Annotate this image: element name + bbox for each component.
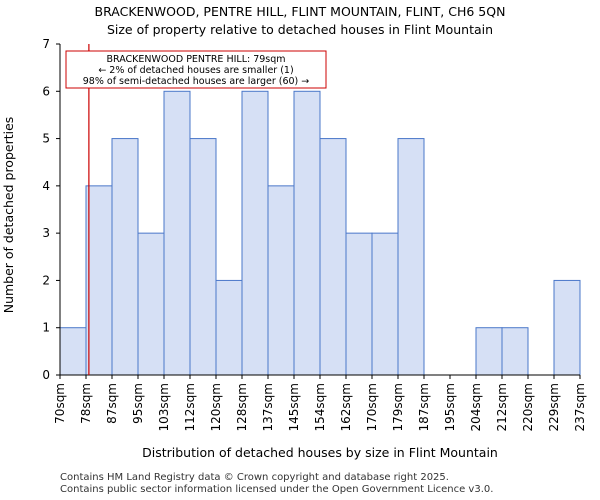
x-tick-label: 70sqm (53, 383, 67, 424)
y-tick-label: 7 (42, 37, 50, 51)
x-tick-label: 170sqm (365, 383, 379, 431)
bar-78sqm (85, 185, 113, 376)
bar-229sqm (553, 279, 581, 376)
x-tick-label: 195sqm (443, 383, 457, 431)
x-tick-label: 95sqm (131, 383, 145, 424)
bar-70sqm (59, 327, 87, 376)
bar-120sqm (215, 279, 243, 376)
y-tick-label: 6 (42, 84, 50, 98)
y-tick-label: 3 (42, 226, 50, 240)
annotation-line-2: ← 2% of detached houses are smaller (1) (98, 65, 293, 76)
x-tick-label: 229sqm (547, 383, 561, 431)
footer-line-2: Contains public sector information licen… (60, 484, 494, 495)
bars-group (59, 90, 581, 376)
annotation-line-3: 98% of semi-detached houses are larger (… (83, 76, 310, 87)
bar-112sqm (189, 138, 217, 376)
bar-179sqm (397, 138, 425, 376)
x-tick-label: 103sqm (157, 383, 171, 431)
x-tick-labels: 70sqm 78sqm 87sqm 95sqm 103sqm 112sqm 120sqm 12… (53, 375, 587, 431)
x-tick-label: 220sqm (521, 383, 535, 431)
annotation-line-1: BRACKENWOOD PENTRE HILL: 79sqm (106, 54, 285, 65)
chart-subtitle: Size of property relative to detached ho… (106, 22, 494, 37)
annotation-group: BRACKENWOOD PENTRE HILL: 79sqm← 2% of de… (65, 50, 327, 89)
x-tick-label: 145sqm (287, 383, 301, 431)
y-tick-label: 2 (42, 273, 50, 287)
y-tick-label: 5 (42, 132, 50, 146)
bar-212sqm (501, 327, 529, 376)
x-axis-label: Distribution of detached houses by size … (142, 445, 498, 460)
x-tick-label: 187sqm (417, 383, 431, 431)
x-tick-label: 179sqm (391, 383, 405, 431)
bar-204sqm (475, 327, 503, 376)
x-tick-label: 128sqm (235, 383, 249, 431)
x-tick-label: 120sqm (209, 383, 223, 431)
bar-162sqm (345, 232, 373, 376)
y-tick-label: 1 (42, 321, 50, 335)
x-tick-label: 78sqm (79, 383, 93, 424)
bar-87sqm (111, 138, 139, 376)
bar-103sqm (163, 90, 191, 376)
y-tick-label: 4 (42, 179, 50, 193)
annotation-box (65, 50, 327, 89)
x-tick-label: 87sqm (105, 383, 119, 424)
bar-128sqm (241, 90, 269, 376)
footer-line-1: Contains HM Land Registry data © Crown c… (60, 472, 449, 483)
y-axis-label: Number of detached properties (1, 117, 16, 314)
y-tick-label: 0 (42, 368, 50, 382)
x-tick-label: 137sqm (261, 383, 275, 431)
x-tick-label: 212sqm (495, 383, 509, 431)
bar-145sqm (293, 90, 321, 376)
bar-95sqm (137, 232, 165, 376)
x-tick-label: 162sqm (339, 383, 353, 431)
bar-154sqm (319, 138, 347, 376)
x-tick-label: 154sqm (313, 383, 327, 431)
chart-title: BRACKENWOOD, PENTRE HILL, FLINT MOUNTAIN… (94, 4, 506, 19)
bar-137sqm (267, 185, 295, 376)
x-tick-label: 204sqm (469, 383, 483, 431)
x-tick-label: 237sqm (573, 383, 587, 431)
x-tick-label: 112sqm (183, 383, 197, 431)
y-tick-labels: 0 1 2 3 4 5 6 7 (42, 37, 60, 382)
bar-170sqm (371, 232, 399, 376)
